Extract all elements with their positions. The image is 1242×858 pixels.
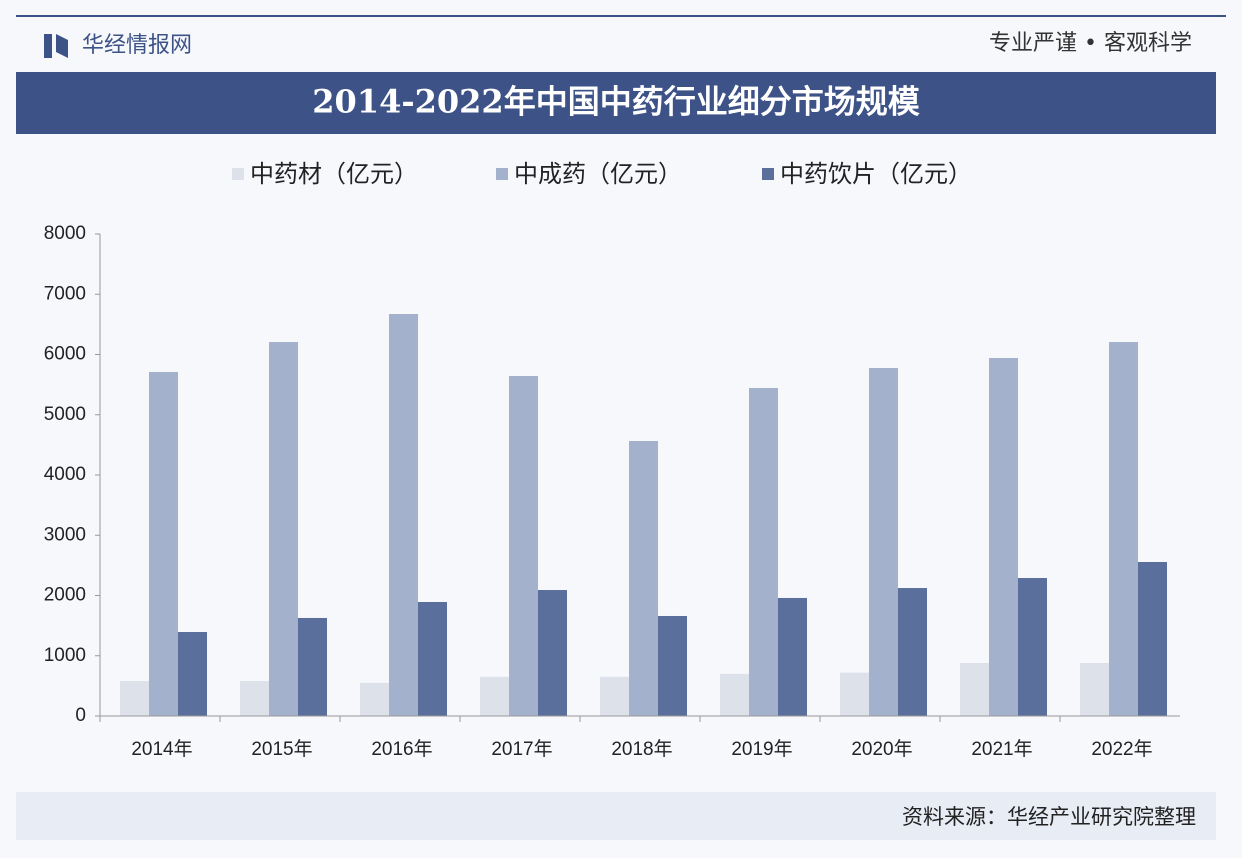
y-tick-label: 2000: [44, 585, 86, 606]
x-tick-label: 2017年: [491, 738, 552, 760]
legend-swatch: [762, 168, 774, 180]
logo-icon: [56, 34, 68, 58]
bar: [120, 681, 149, 716]
legend-label: 中药材（亿元）: [250, 160, 418, 188]
bar: [360, 682, 389, 716]
x-tick-label: 2019年: [731, 738, 792, 760]
source-note: 资料来源：华经产业研究院整理: [902, 805, 1196, 829]
bar: [1018, 578, 1047, 716]
logo-text: 华经情报网: [82, 33, 192, 58]
y-tick-label: 1000: [44, 645, 86, 666]
x-tick-label: 2015年: [251, 738, 312, 760]
x-tick-label: 2016年: [371, 738, 432, 760]
x-tick-label: 2014年: [131, 738, 192, 760]
bar: [960, 662, 989, 716]
logo-icon: [44, 34, 52, 58]
bar: [240, 681, 269, 716]
x-tick-label: 2022年: [1091, 738, 1152, 760]
bar: [298, 617, 327, 716]
bar: [1109, 342, 1138, 716]
bar: [720, 673, 749, 716]
legend-label: 中药饮片（亿元）: [780, 160, 972, 188]
bar: [749, 387, 778, 716]
footer-band: [16, 792, 1216, 840]
bar: [629, 441, 658, 716]
y-tick-label: 0: [75, 705, 86, 726]
bar: [149, 371, 178, 716]
slogan: 专业严谨 • 客观科学: [989, 31, 1192, 56]
legend-label: 中成药（亿元）: [514, 160, 682, 188]
y-tick-label: 8000: [44, 223, 86, 244]
bar: [658, 615, 687, 716]
title-banner: [16, 72, 1216, 134]
x-tick-label: 2020年: [851, 738, 912, 760]
bar: [1138, 562, 1167, 716]
legend-swatch: [496, 168, 508, 180]
bar: [538, 590, 567, 716]
x-tick-label: 2021年: [971, 738, 1032, 760]
chart-title: 2014-2022年中国中药行业细分市场规模: [312, 83, 919, 121]
bar: [778, 597, 807, 716]
bar: [509, 376, 538, 716]
bar: [480, 676, 509, 716]
bar: [178, 632, 207, 716]
bar: [1080, 662, 1109, 716]
x-tick-label: 2018年: [611, 738, 672, 760]
y-tick-label: 5000: [44, 404, 86, 425]
y-tick-label: 7000: [44, 283, 86, 304]
bar: [269, 342, 298, 716]
bar: [840, 672, 869, 716]
bar: [389, 314, 418, 716]
y-tick-label: 3000: [44, 524, 86, 545]
bar: [989, 357, 1018, 716]
bar: [418, 602, 447, 716]
y-tick-label: 6000: [44, 344, 86, 365]
legend-swatch: [232, 168, 244, 180]
bar: [869, 367, 898, 716]
bar: [600, 676, 629, 716]
bar: [898, 588, 927, 716]
y-tick-label: 4000: [44, 464, 86, 485]
